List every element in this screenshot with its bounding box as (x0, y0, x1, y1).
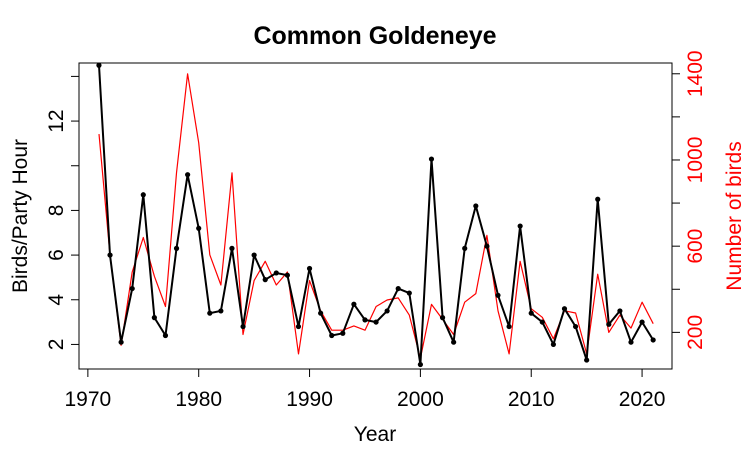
series-left-point (140, 192, 146, 198)
series-left-point (273, 270, 279, 276)
x-tick-label: 2010 (508, 388, 555, 411)
series-left-point (284, 272, 290, 278)
series-left-point (185, 172, 191, 178)
x-tick-label: 1990 (286, 388, 333, 411)
series-left-point (107, 252, 113, 258)
y-left-tick-label: 4 (45, 294, 68, 306)
x-axis: 1970 1980 1990 2000 2010 2020 (65, 368, 666, 411)
series-left-point (351, 301, 357, 307)
series-left-point (462, 245, 468, 251)
y-right-tick-label: 1000 (684, 137, 707, 184)
x-axis-label: Year (354, 423, 396, 446)
y-axis-left: 2 4 6 8 12 (45, 75, 80, 351)
series-left-point (262, 277, 268, 283)
series-left-point (617, 308, 623, 314)
series-left-point (439, 315, 446, 321)
series-left-point (595, 196, 601, 202)
series-left-point (650, 337, 656, 343)
series-left-point (572, 323, 579, 330)
series-left-point (517, 223, 523, 229)
series-left-point (528, 310, 534, 316)
series-left-point (473, 203, 479, 209)
series-left-point (207, 310, 213, 316)
chart-title: Common Goldeneye (253, 22, 496, 50)
series-left-point (606, 321, 612, 327)
series-left-point (539, 319, 545, 325)
y-axis-left-label: Birds/Party Hour (9, 139, 32, 293)
series-left-point (173, 245, 180, 251)
series-left-point (251, 252, 257, 258)
y-left-tick-label: 6 (45, 249, 68, 261)
series-left-point (628, 339, 634, 345)
series-left-point (417, 361, 423, 368)
series-left-point (362, 317, 368, 323)
series-left-point (318, 310, 324, 316)
series-left-point (639, 319, 645, 325)
y-left-tick-label: 8 (45, 205, 68, 217)
series-left-point (295, 323, 302, 330)
y-right-tick-label: 1400 (684, 50, 707, 97)
series-left-point (306, 265, 313, 272)
series-left-point (506, 323, 512, 330)
series-left-point (406, 290, 412, 296)
x-tick-label: 1980 (175, 388, 222, 411)
y-left-tick-label: 2 (45, 339, 68, 351)
series-left-point (240, 323, 246, 330)
series-left-point (340, 330, 346, 336)
series-left-point (162, 332, 169, 339)
series-left-point (373, 319, 379, 325)
series-left-point (229, 245, 235, 251)
series-left-point (484, 243, 490, 249)
series-left-point (218, 308, 224, 314)
series-left-point (129, 285, 135, 292)
series-left-point (329, 332, 335, 339)
series-left-point (584, 357, 590, 363)
y-axis-right: 200 600 1000 1400 (671, 50, 707, 350)
series-left-point (428, 156, 435, 162)
y-axis-right-label: Number of birds (723, 141, 746, 290)
x-tick-label: 1970 (65, 388, 112, 411)
series-left-point (451, 339, 457, 345)
series-left-point (495, 292, 501, 298)
series-left-point (384, 308, 390, 314)
x-tick-label: 2000 (397, 388, 444, 411)
series-left-point (561, 306, 568, 312)
x-tick-label: 2020 (619, 388, 666, 411)
series-left-point (96, 62, 102, 68)
series-left-point (151, 315, 157, 321)
series-layer (96, 62, 656, 368)
series-left-point (196, 225, 202, 231)
y-right-tick-label: 200 (684, 315, 707, 350)
series-left-point (550, 341, 557, 348)
series-left-point (118, 339, 124, 345)
y-right-tick-label: 600 (684, 229, 707, 264)
series-left-point (395, 285, 401, 292)
y-left-tick-label: 12 (45, 109, 68, 132)
